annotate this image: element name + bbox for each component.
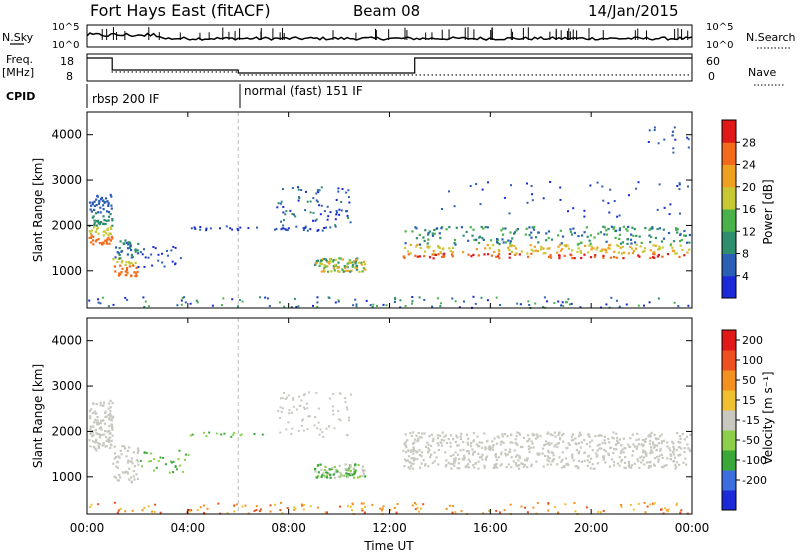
nsky-panel	[86, 24, 693, 48]
freq-unit-label: [MHz]	[2, 66, 34, 79]
colorbar-segment	[722, 430, 736, 451]
colorbar-segment	[722, 186, 736, 210]
x-axis-label: Time UT	[363, 539, 414, 553]
colorbar-tick-label: 100	[742, 354, 763, 367]
colorbar-tick-label: 16	[742, 203, 756, 216]
nsearch-label: N.Search	[746, 31, 796, 44]
x-tick-label: 08:00	[271, 521, 306, 535]
nsky-tick-top: 10^5	[52, 22, 79, 33]
colorbar-tick-label: -15	[742, 414, 760, 427]
colorbar-tick-label: 28	[742, 136, 756, 149]
station-title: Fort Hays East (fitACF)	[90, 1, 271, 20]
velocity-colorbar: 200 100 50 15 -15 -50 -100 -200	[721, 329, 767, 511]
velocity-panel-frame	[86, 317, 693, 515]
cpid-mode-2: normal (fast) 151 IF	[244, 84, 363, 98]
colorbar-segment	[722, 470, 736, 491]
y-tick-label: 1000	[51, 264, 82, 278]
colorbar-tick-label: 8	[742, 248, 749, 261]
colorbar-segment	[722, 330, 736, 351]
x-axis: 00:00 04:00 08:00 12:00 16:00 20:00 00:00	[70, 112, 710, 535]
cpid-mode-1: rbsp 200 IF	[92, 92, 159, 106]
velocity-y-axis: 4000 3000 2000 1000	[51, 334, 692, 484]
colorbar-segment	[722, 164, 736, 188]
beam-label: Beam 08	[353, 2, 420, 20]
y-tick-label: 4000	[51, 128, 82, 142]
colorbar-segment	[722, 142, 736, 165]
x-tick-label: 00:00	[675, 521, 710, 535]
nsearch-tick-top: 10^5	[706, 22, 733, 33]
colorbar-tick-label: -50	[742, 434, 760, 447]
colorbar-segment	[722, 350, 736, 371]
colorbar-segment	[722, 275, 736, 299]
colorbar-tick-label: -100	[742, 454, 767, 467]
nsky-tick-bottom: 10^0	[52, 40, 79, 51]
cpid-label: CPID	[6, 90, 35, 103]
nsky-trace	[86, 27, 693, 41]
x-tick-label: 20:00	[574, 521, 609, 535]
power-panel-frame	[86, 111, 693, 309]
y-tick-label: 4000	[51, 334, 82, 348]
freq-label: Freq.	[6, 53, 33, 66]
colorbar-segment	[722, 450, 736, 471]
colorbar-tick-label: 50	[742, 374, 756, 387]
power-ylabel: Slant Range [km]	[31, 158, 45, 262]
x-tick-label: 16:00	[473, 521, 508, 535]
power-y-axis: 4000 3000 2000 1000	[51, 128, 692, 278]
freq-tick-bottom: 8	[66, 70, 73, 83]
colorbar-tick-label: 15	[742, 394, 756, 407]
power-heatmap	[88, 112, 691, 514]
colorbar-tick-label: 12	[742, 225, 756, 238]
nsky-label: N.Sky	[2, 31, 34, 44]
y-tick-label: 3000	[51, 379, 82, 393]
nsearch-tick-bottom: 10^0	[706, 40, 733, 51]
y-tick-label: 3000	[51, 173, 82, 187]
colorbar-segment	[722, 253, 736, 277]
colorbar-segment	[722, 370, 736, 391]
power-colorbar-label: Power [dB]	[761, 179, 775, 244]
velocity-heatmap	[88, 391, 692, 516]
freq-trace	[87, 57, 692, 76]
velocity-ylabel: Slant Range [km]	[31, 364, 45, 468]
colorbar-segment	[722, 390, 736, 411]
x-tick-label: 04:00	[171, 521, 206, 535]
nave-tick-top: 60	[706, 55, 720, 68]
x-tick-label: 00:00	[70, 521, 105, 535]
colorbar-tick-label: 20	[742, 181, 756, 194]
colorbar-tick-label: 200	[742, 334, 763, 347]
nave-tick-bottom: 0	[708, 70, 715, 83]
colorbar-tick-label: 24	[742, 159, 756, 172]
power-colorbar: 28 24 20 16 12 8 4	[721, 119, 756, 299]
y-tick-label: 2000	[51, 424, 82, 438]
colorbar-tick-label: -200	[742, 474, 767, 487]
freq-tick-top: 18	[60, 55, 74, 68]
y-tick-label: 1000	[51, 470, 82, 484]
velocity-colorbar-label: Velocity [m s⁻¹]	[761, 371, 775, 464]
date-label: 14/Jan/2015	[588, 2, 679, 20]
colorbar-tick-label: 4	[742, 270, 749, 283]
freq-panel	[86, 53, 693, 82]
colorbar-segment	[722, 231, 736, 254]
colorbar-segment	[722, 410, 736, 431]
colorbar-segment	[722, 490, 736, 511]
colorbar-segment	[722, 120, 736, 143]
x-tick-label: 12:00	[372, 521, 407, 535]
nave-label: Nave	[748, 66, 776, 79]
y-tick-label: 2000	[51, 218, 82, 232]
colorbar-segment	[722, 209, 736, 232]
